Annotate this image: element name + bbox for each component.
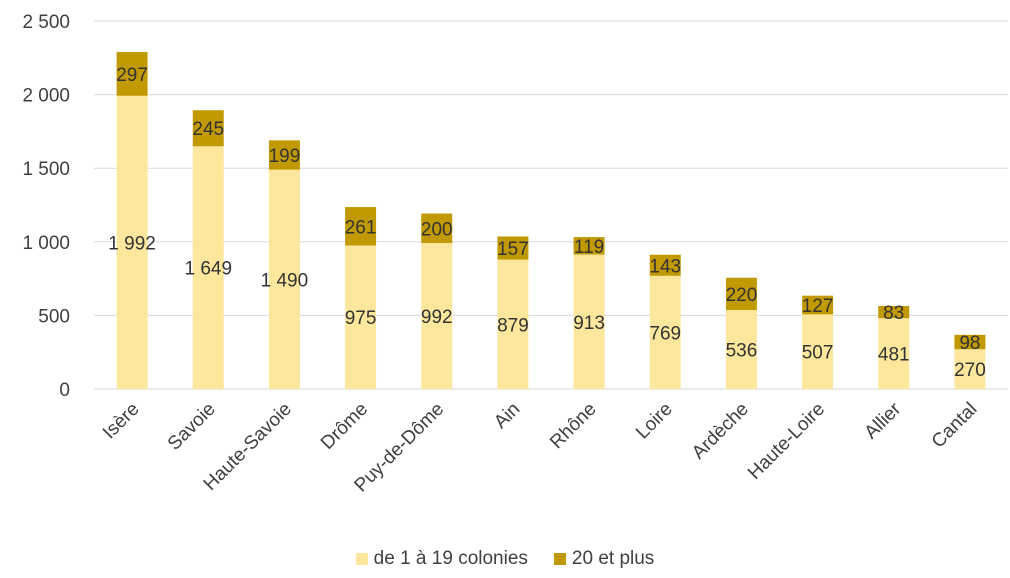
bar-segment-series-2: [878, 305, 910, 319]
legend-swatch-series-1: [355, 553, 368, 565]
bar-segment-series-2: [954, 334, 986, 350]
data-label-series-1: 270: [954, 360, 986, 381]
x-tick-label: Loire: [632, 399, 677, 444]
bar-segment-series-1: [954, 349, 986, 389]
gridlines: [94, 20, 1008, 390]
bar-segment-series-1: [725, 310, 757, 389]
data-label-series-1: 879: [497, 315, 529, 336]
chart: 0 500 1 000 1 500 2 000 2 500 1 992 297 1 649 24…: [22, 12, 1008, 496]
data-label-series-1: 913: [573, 313, 605, 334]
data-label-series-2: 261: [345, 217, 377, 238]
bar-segment-series-2: [649, 254, 681, 276]
bar-segment-series-1: [802, 314, 834, 389]
data-label-series-1: 769: [649, 323, 681, 344]
bar-segment-series-2: [268, 140, 300, 170]
x-tick-label: Haute-Loire: [744, 399, 829, 484]
y-tick-label: 2 500: [22, 12, 70, 33]
x-tick-label: Allier: [861, 398, 906, 443]
data-label-series-1: 1 649: [184, 259, 232, 280]
data-label-series-1: 536: [726, 341, 758, 362]
bar-segment-series-2: [192, 110, 224, 147]
data-labels: 1 992 297 1 649 245 1 490 199 975 261 992 200 879 1…: [108, 65, 985, 381]
bar-segment-series-2: [116, 52, 148, 96]
data-label-series-1: 507: [802, 343, 834, 364]
data-label-series-1: 992: [421, 307, 453, 328]
bar-segment-series-2: [497, 236, 529, 260]
x-tick-label: Ardèche: [688, 399, 753, 464]
bars: [116, 52, 986, 390]
data-label-series-1: 975: [345, 308, 377, 329]
data-label-series-2: 199: [269, 146, 301, 167]
y-tick-label: 1 000: [22, 233, 70, 254]
bar-segment-series-2: [345, 207, 377, 246]
legend-label-series-2: 20 et plus: [571, 548, 655, 569]
data-label-series-2: 297: [116, 65, 148, 86]
bar-segment-series-2: [573, 237, 605, 255]
x-tick-label: Rhône: [546, 399, 600, 453]
data-label-series-2: 157: [497, 239, 529, 260]
y-tick-label: 2 000: [22, 86, 70, 107]
bar-segment-series-1: [268, 169, 300, 389]
x-tick-label: Isère: [99, 399, 144, 444]
data-label-series-2: 83: [883, 303, 904, 324]
x-tick-label: Cantal: [928, 399, 982, 453]
x-tick-label: Savoie: [164, 399, 220, 455]
bar-segment-series-1: [497, 259, 529, 389]
bar-segment-series-1: [573, 254, 605, 389]
data-label-series-2: 98: [959, 333, 980, 354]
data-label-series-1: 1 490: [261, 270, 309, 291]
y-axis: 0 500 1 000 1 500 2 000 2 500: [22, 12, 70, 401]
legend-label-series-1: de 1 à 19 colonies: [373, 548, 528, 569]
data-label-series-2: 245: [192, 119, 224, 140]
data-label-series-2: 127: [802, 296, 834, 317]
bar-segment-series-1: [878, 318, 910, 389]
data-label-series-1: 481: [878, 345, 910, 366]
bar-segment-series-1: [192, 146, 224, 389]
bar-segment-series-2: [802, 295, 834, 315]
data-label-series-2: 220: [726, 285, 758, 306]
bar-segment-series-2: [725, 277, 757, 311]
y-tick-label: 1 500: [22, 159, 70, 180]
bar-segment-series-2: [421, 213, 453, 243]
y-tick-label: 0: [59, 380, 70, 401]
bar-segment-series-1: [421, 242, 453, 389]
legend: de 1 à 19 colonies 20 et plus: [0, 548, 1010, 570]
data-label-series-2: 200: [421, 219, 453, 240]
data-label-series-1: 1 992: [108, 233, 156, 254]
legend-item-series-1: de 1 à 19 colonies: [355, 548, 528, 570]
x-tick-label: Drôme: [317, 399, 372, 454]
bar-segment-series-1: [116, 95, 148, 390]
x-tick-label: Ain: [490, 399, 524, 433]
data-label-series-2: 143: [649, 256, 681, 277]
bar-segment-series-1: [649, 275, 681, 389]
data-label-series-2: 119: [574, 237, 604, 258]
legend-item-series-2: 20 et plus: [553, 548, 655, 570]
y-tick-label: 500: [38, 306, 70, 327]
legend-swatch-series-2: [553, 553, 566, 565]
bar-segment-series-1: [345, 245, 377, 389]
